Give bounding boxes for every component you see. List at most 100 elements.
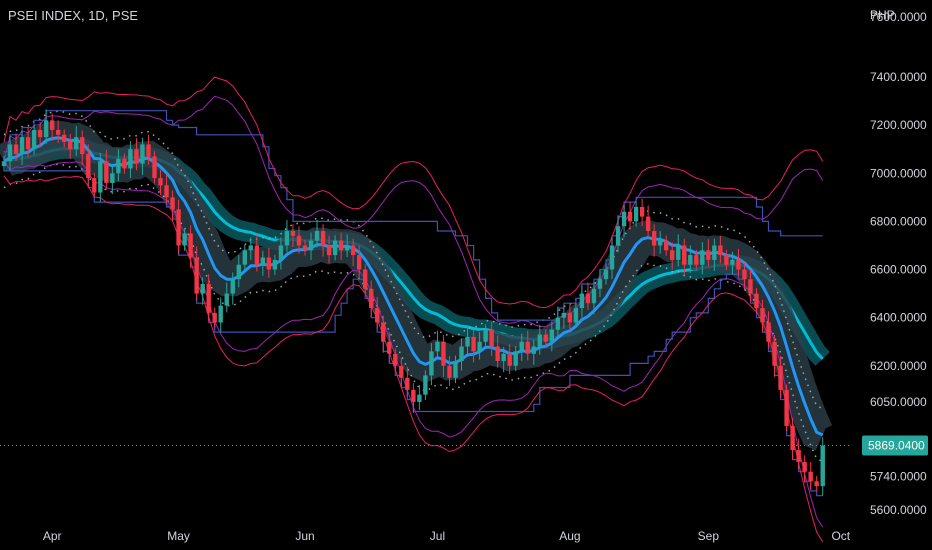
candle	[399, 357, 404, 388]
upper-channel	[4, 110, 823, 321]
candle-body	[1, 161, 7, 167]
candle-body	[429, 351, 434, 376]
candle	[736, 248, 741, 277]
price-axis	[850, 0, 932, 550]
candle	[495, 335, 500, 368]
candle	[507, 344, 512, 374]
candle	[645, 205, 651, 238]
candle	[748, 269, 753, 302]
candle	[633, 201, 639, 227]
candle	[387, 332, 392, 362]
candle	[19, 130, 25, 166]
candle	[772, 334, 777, 377]
candle-body	[730, 259, 735, 265]
candle-body	[772, 341, 777, 366]
candle-body	[194, 257, 199, 294]
candle	[248, 237, 254, 260]
candle-body	[55, 129, 61, 135]
y-tick-label: 7200.0000	[870, 118, 927, 132]
y-tick-label: 7600.0000	[870, 10, 927, 24]
candle	[25, 127, 31, 158]
candle-body	[98, 161, 103, 193]
candle	[68, 133, 73, 159]
candle-body	[489, 329, 494, 347]
candle-body	[170, 197, 175, 210]
candle-body	[206, 283, 211, 313]
candle	[206, 274, 211, 322]
candle-body	[86, 154, 91, 179]
y-tick-label: 7000.0000	[870, 166, 927, 180]
candle	[405, 366, 410, 397]
x-tick-label: Aug	[559, 529, 580, 543]
candle	[525, 330, 530, 361]
candle-body	[140, 144, 145, 164]
candle-body	[447, 365, 452, 378]
candle-body	[507, 353, 512, 366]
candle-body	[146, 144, 151, 157]
candle-body	[92, 178, 97, 193]
candle	[134, 138, 139, 171]
y-tick-label: 6050.0000	[870, 395, 927, 409]
candle-body	[718, 245, 723, 256]
candle	[308, 232, 314, 260]
candle	[579, 285, 585, 318]
candle-body	[369, 288, 374, 309]
y-tick-label: 5600.0000	[870, 503, 927, 517]
candle-body	[657, 240, 663, 246]
candle	[441, 334, 446, 377]
x-tick-label: Jul	[430, 529, 445, 543]
candle	[814, 476, 819, 492]
upper-envelope	[3, 76, 824, 309]
candle	[447, 356, 452, 387]
candle-body	[736, 259, 741, 270]
candle-body	[62, 134, 67, 142]
candle-body	[399, 365, 404, 378]
candle	[278, 237, 284, 270]
x-tick-label: Jun	[295, 529, 314, 543]
candle-body	[754, 293, 759, 309]
candle-body	[712, 245, 717, 260]
candle	[326, 235, 332, 264]
candle	[188, 225, 193, 268]
y-tick-label: 6200.0000	[870, 359, 927, 373]
candle-body	[537, 334, 542, 347]
candle-body	[31, 129, 37, 150]
candle-body	[393, 353, 398, 366]
candle-body	[435, 341, 440, 352]
candle	[1, 155, 7, 172]
candle	[471, 330, 476, 363]
candle	[694, 249, 699, 271]
candle	[86, 144, 91, 187]
candle	[682, 238, 687, 276]
candle-body	[104, 161, 109, 183]
candle-body	[423, 375, 428, 395]
candle-body	[302, 245, 308, 251]
candle	[676, 234, 681, 267]
candle	[664, 235, 669, 256]
candle	[363, 264, 368, 295]
candle-body	[742, 269, 747, 280]
candle	[639, 198, 645, 227]
candle	[712, 238, 717, 271]
candle	[314, 219, 320, 248]
candle	[170, 190, 175, 221]
candle	[555, 306, 561, 337]
candle	[688, 245, 693, 273]
candle-body	[694, 255, 699, 265]
candle	[561, 306, 567, 329]
candle-body	[278, 245, 284, 260]
candle	[585, 282, 591, 310]
last-price-badge: 5869.0400	[862, 435, 928, 456]
candle-body	[350, 245, 356, 256]
candle	[356, 245, 362, 278]
candle	[194, 246, 199, 301]
candle	[254, 234, 260, 272]
candle-body	[682, 245, 687, 265]
candle	[284, 219, 290, 253]
candle	[152, 151, 157, 184]
candle-body	[176, 209, 181, 246]
candle-body	[80, 137, 85, 155]
candle-body	[670, 250, 675, 260]
candle-body	[236, 264, 241, 280]
